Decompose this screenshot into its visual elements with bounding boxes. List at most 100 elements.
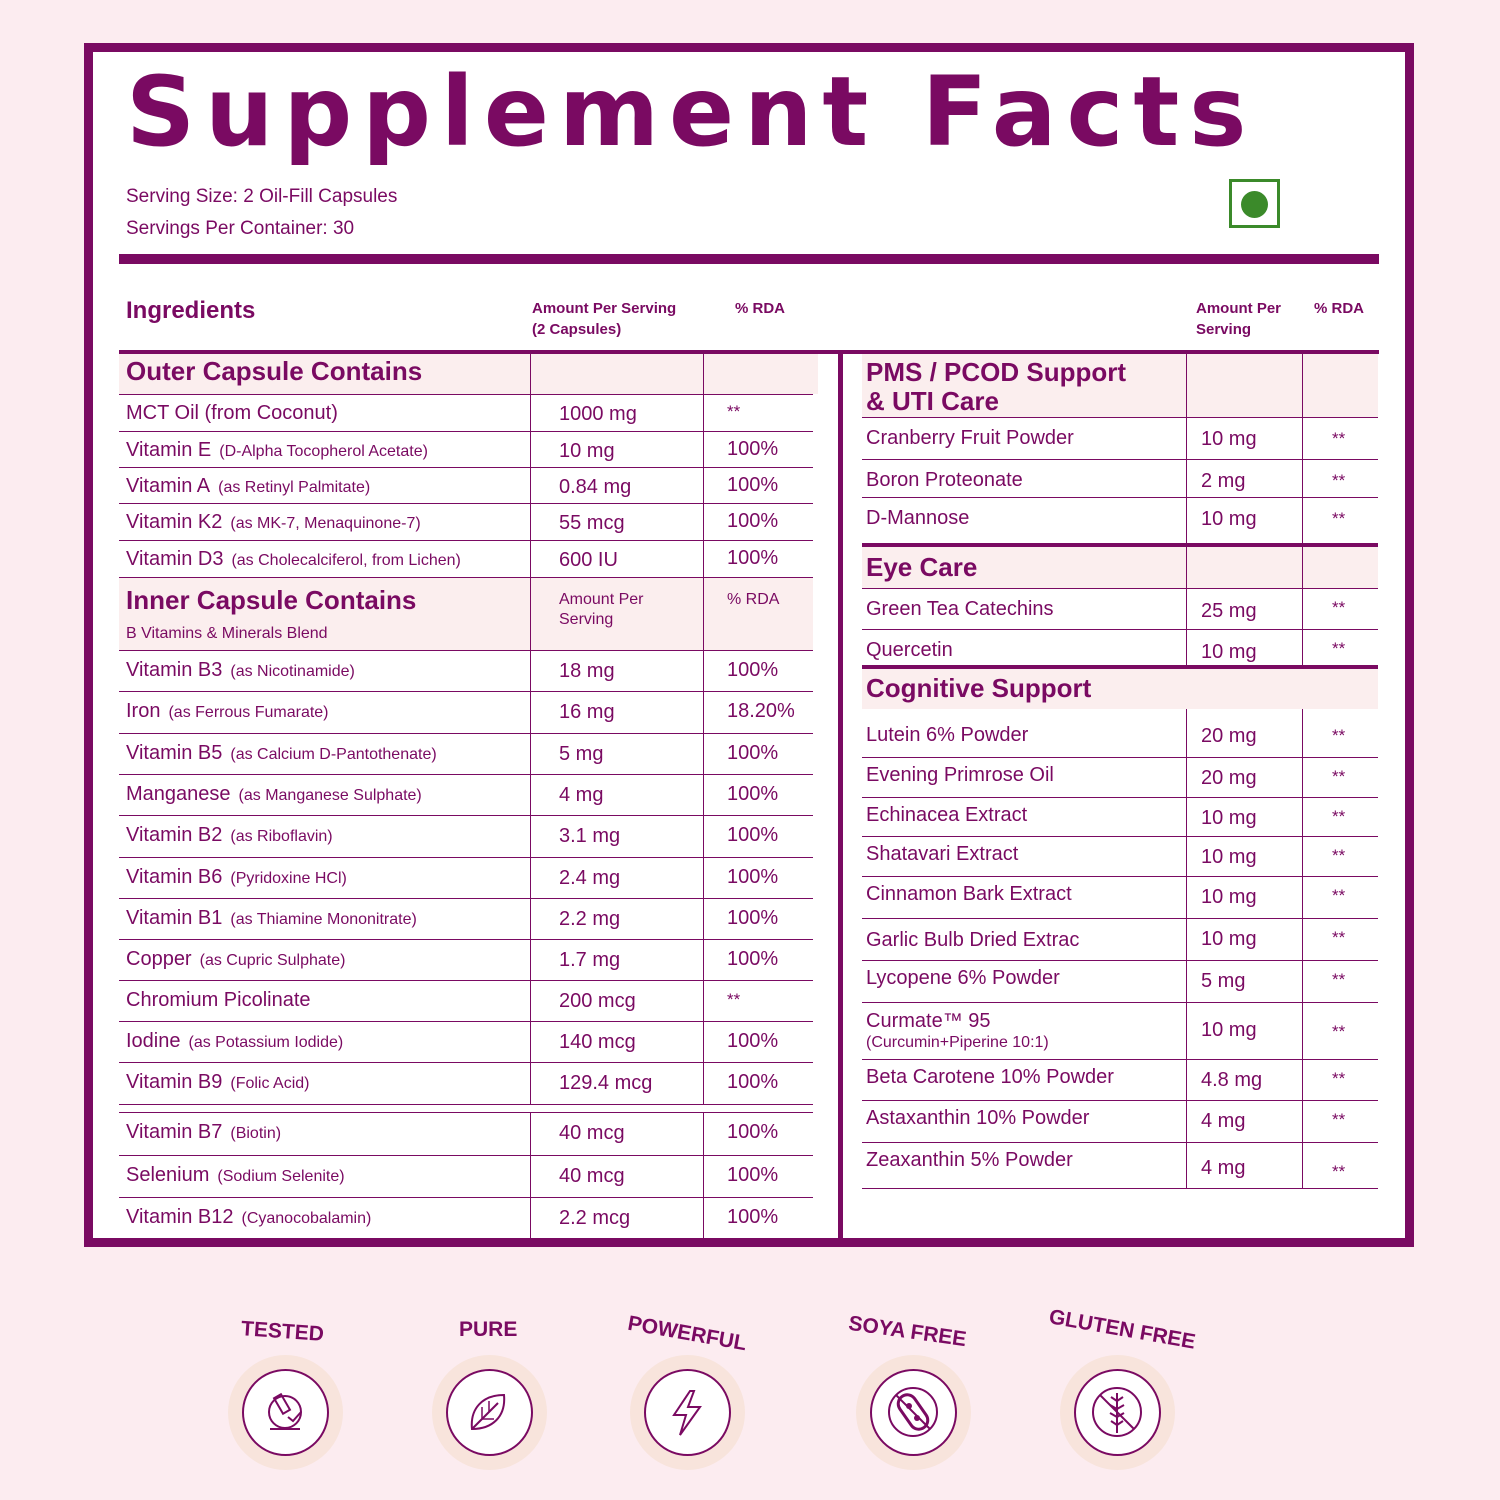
rda: 100% [727, 783, 779, 805]
row-line [119, 691, 813, 692]
row-line [862, 757, 1378, 758]
rda: ** [1332, 970, 1346, 989]
ingredient-label: MCT Oil (from Coconut) [126, 402, 338, 424]
ingredient-source: (as Calcium D-Pantothenate) [230, 746, 437, 763]
ingredient-source: (Cyanocobalamin) [241, 1210, 372, 1227]
column-line [703, 733, 704, 774]
row-line [119, 815, 813, 816]
column-divider [838, 350, 843, 1240]
ingredient-source: (Curcumin+Piperine 10:1) [866, 1034, 1049, 1051]
rda: ** [1332, 1162, 1346, 1181]
amount: 200 mcg [559, 990, 636, 1012]
header-amount-line: Serving [559, 611, 614, 628]
ingredient-label: Vitamin B5 [126, 742, 223, 764]
rda: ** [1332, 886, 1346, 905]
column-line [1302, 497, 1303, 545]
ingredient-name: Vitamin B2 (as Riboflavin) [126, 823, 333, 849]
column-line [530, 898, 531, 939]
rda: 100% [727, 1030, 779, 1052]
amount: 2.2 mg [559, 908, 621, 930]
row-line [862, 1188, 1378, 1189]
row-line [119, 1104, 813, 1105]
amount: 1.7 mg [559, 949, 621, 971]
rda: 100% [727, 547, 779, 569]
column-line [1302, 918, 1303, 960]
amount: 10 mg [1201, 508, 1257, 530]
rda: 100% [727, 438, 779, 460]
badge-label: TESTED [240, 1317, 325, 1346]
ingredient-name: Evening Primrose Oil [866, 763, 1054, 787]
section-header-bg [862, 547, 1378, 588]
row-line [862, 918, 1378, 919]
rda: ** [727, 402, 741, 421]
column-line [703, 503, 704, 540]
column-line [530, 354, 531, 394]
row-line [862, 588, 1378, 589]
rda: ** [727, 990, 741, 1009]
amount: 140 mcg [559, 1031, 636, 1053]
rda: ** [1332, 928, 1346, 947]
column-line [1186, 354, 1187, 417]
ingredient-name: Cranberry Fruit Powder [866, 426, 1074, 450]
divider [862, 665, 1378, 669]
amount: 5 mg [559, 743, 604, 765]
amount: 10 mg [1201, 1019, 1257, 1041]
row-line [119, 774, 813, 775]
column-line [1186, 1142, 1187, 1188]
ingredient-label: Selenium [126, 1164, 210, 1186]
ingredient-label: Beta Carotene 10% Powder [866, 1066, 1114, 1088]
divider [862, 543, 1378, 547]
amount: 55 mcg [559, 512, 625, 534]
ingredient-source: (as Potassium Iodide) [188, 1034, 344, 1051]
row-line [119, 1155, 813, 1156]
row-line [862, 497, 1378, 498]
ingredient-source: (Folic Acid) [230, 1075, 310, 1092]
amount: 10 mg [1201, 928, 1257, 950]
column-line [703, 939, 704, 980]
column-line [703, 1112, 704, 1155]
amount: 40 mcg [559, 1165, 625, 1187]
ingredient-name: Shatavari Extract [866, 842, 1018, 866]
rda: ** [1332, 726, 1346, 745]
rda: ** [1332, 639, 1346, 658]
column-line [1302, 836, 1303, 876]
column-line [1186, 918, 1187, 960]
ingredient-source: (as MK-7, Menaquinone-7) [230, 515, 421, 532]
ingredient-label: Iodine [126, 1030, 181, 1052]
section-header-bg [862, 669, 1378, 709]
column-line [703, 1155, 704, 1197]
column-line [530, 503, 531, 540]
ingredient-label: Shatavari Extract [866, 843, 1019, 865]
column-line [530, 733, 531, 774]
ingredient-label: Echinacea Extract [866, 804, 1028, 826]
column-line [703, 431, 704, 467]
ingredient-name: Green Tea Catechins [866, 597, 1054, 621]
ingredient-source: (Biotin) [230, 1125, 282, 1142]
ingredient-label: Lycopene 6% Powder [866, 967, 1060, 989]
column-line [1302, 588, 1303, 629]
row-line [862, 960, 1378, 961]
ingredient-name: Selenium (Sodium Selenite) [126, 1163, 345, 1189]
badge-label: GLUTEN FREE [1047, 1305, 1198, 1354]
no-wheat-icon [1060, 1355, 1175, 1470]
ingredient-label: Vitamin E [126, 439, 212, 461]
ingredient-source: (as Riboflavin) [230, 828, 333, 845]
ingredient-source: (as Ferrous Fumarate) [168, 704, 329, 721]
column-line [530, 939, 531, 980]
amount: 3.1 mg [559, 825, 621, 847]
ingredient-label: Curmate™ 95 [866, 1010, 991, 1032]
column-line [1302, 629, 1303, 666]
section-header-bg [119, 578, 813, 650]
ingredient-name: Vitamin B9 (Folic Acid) [126, 1070, 309, 1096]
row-line [862, 797, 1378, 798]
ingredient-name: Vitamin B1 (as Thiamine Mononitrate) [126, 906, 417, 932]
column-line [530, 1021, 531, 1062]
column-line [530, 1112, 531, 1155]
ingredient-name: Quercetin [866, 638, 953, 662]
column-line [1186, 417, 1187, 459]
ingredient-label: Evening Primrose Oil [866, 764, 1054, 786]
column-line [1186, 1002, 1187, 1059]
ingredient-label: Cinnamon Bark Extract [866, 883, 1072, 905]
ingredient-name: Manganese (as Manganese Sulphate) [126, 782, 422, 808]
rda: 100% [727, 1121, 779, 1143]
